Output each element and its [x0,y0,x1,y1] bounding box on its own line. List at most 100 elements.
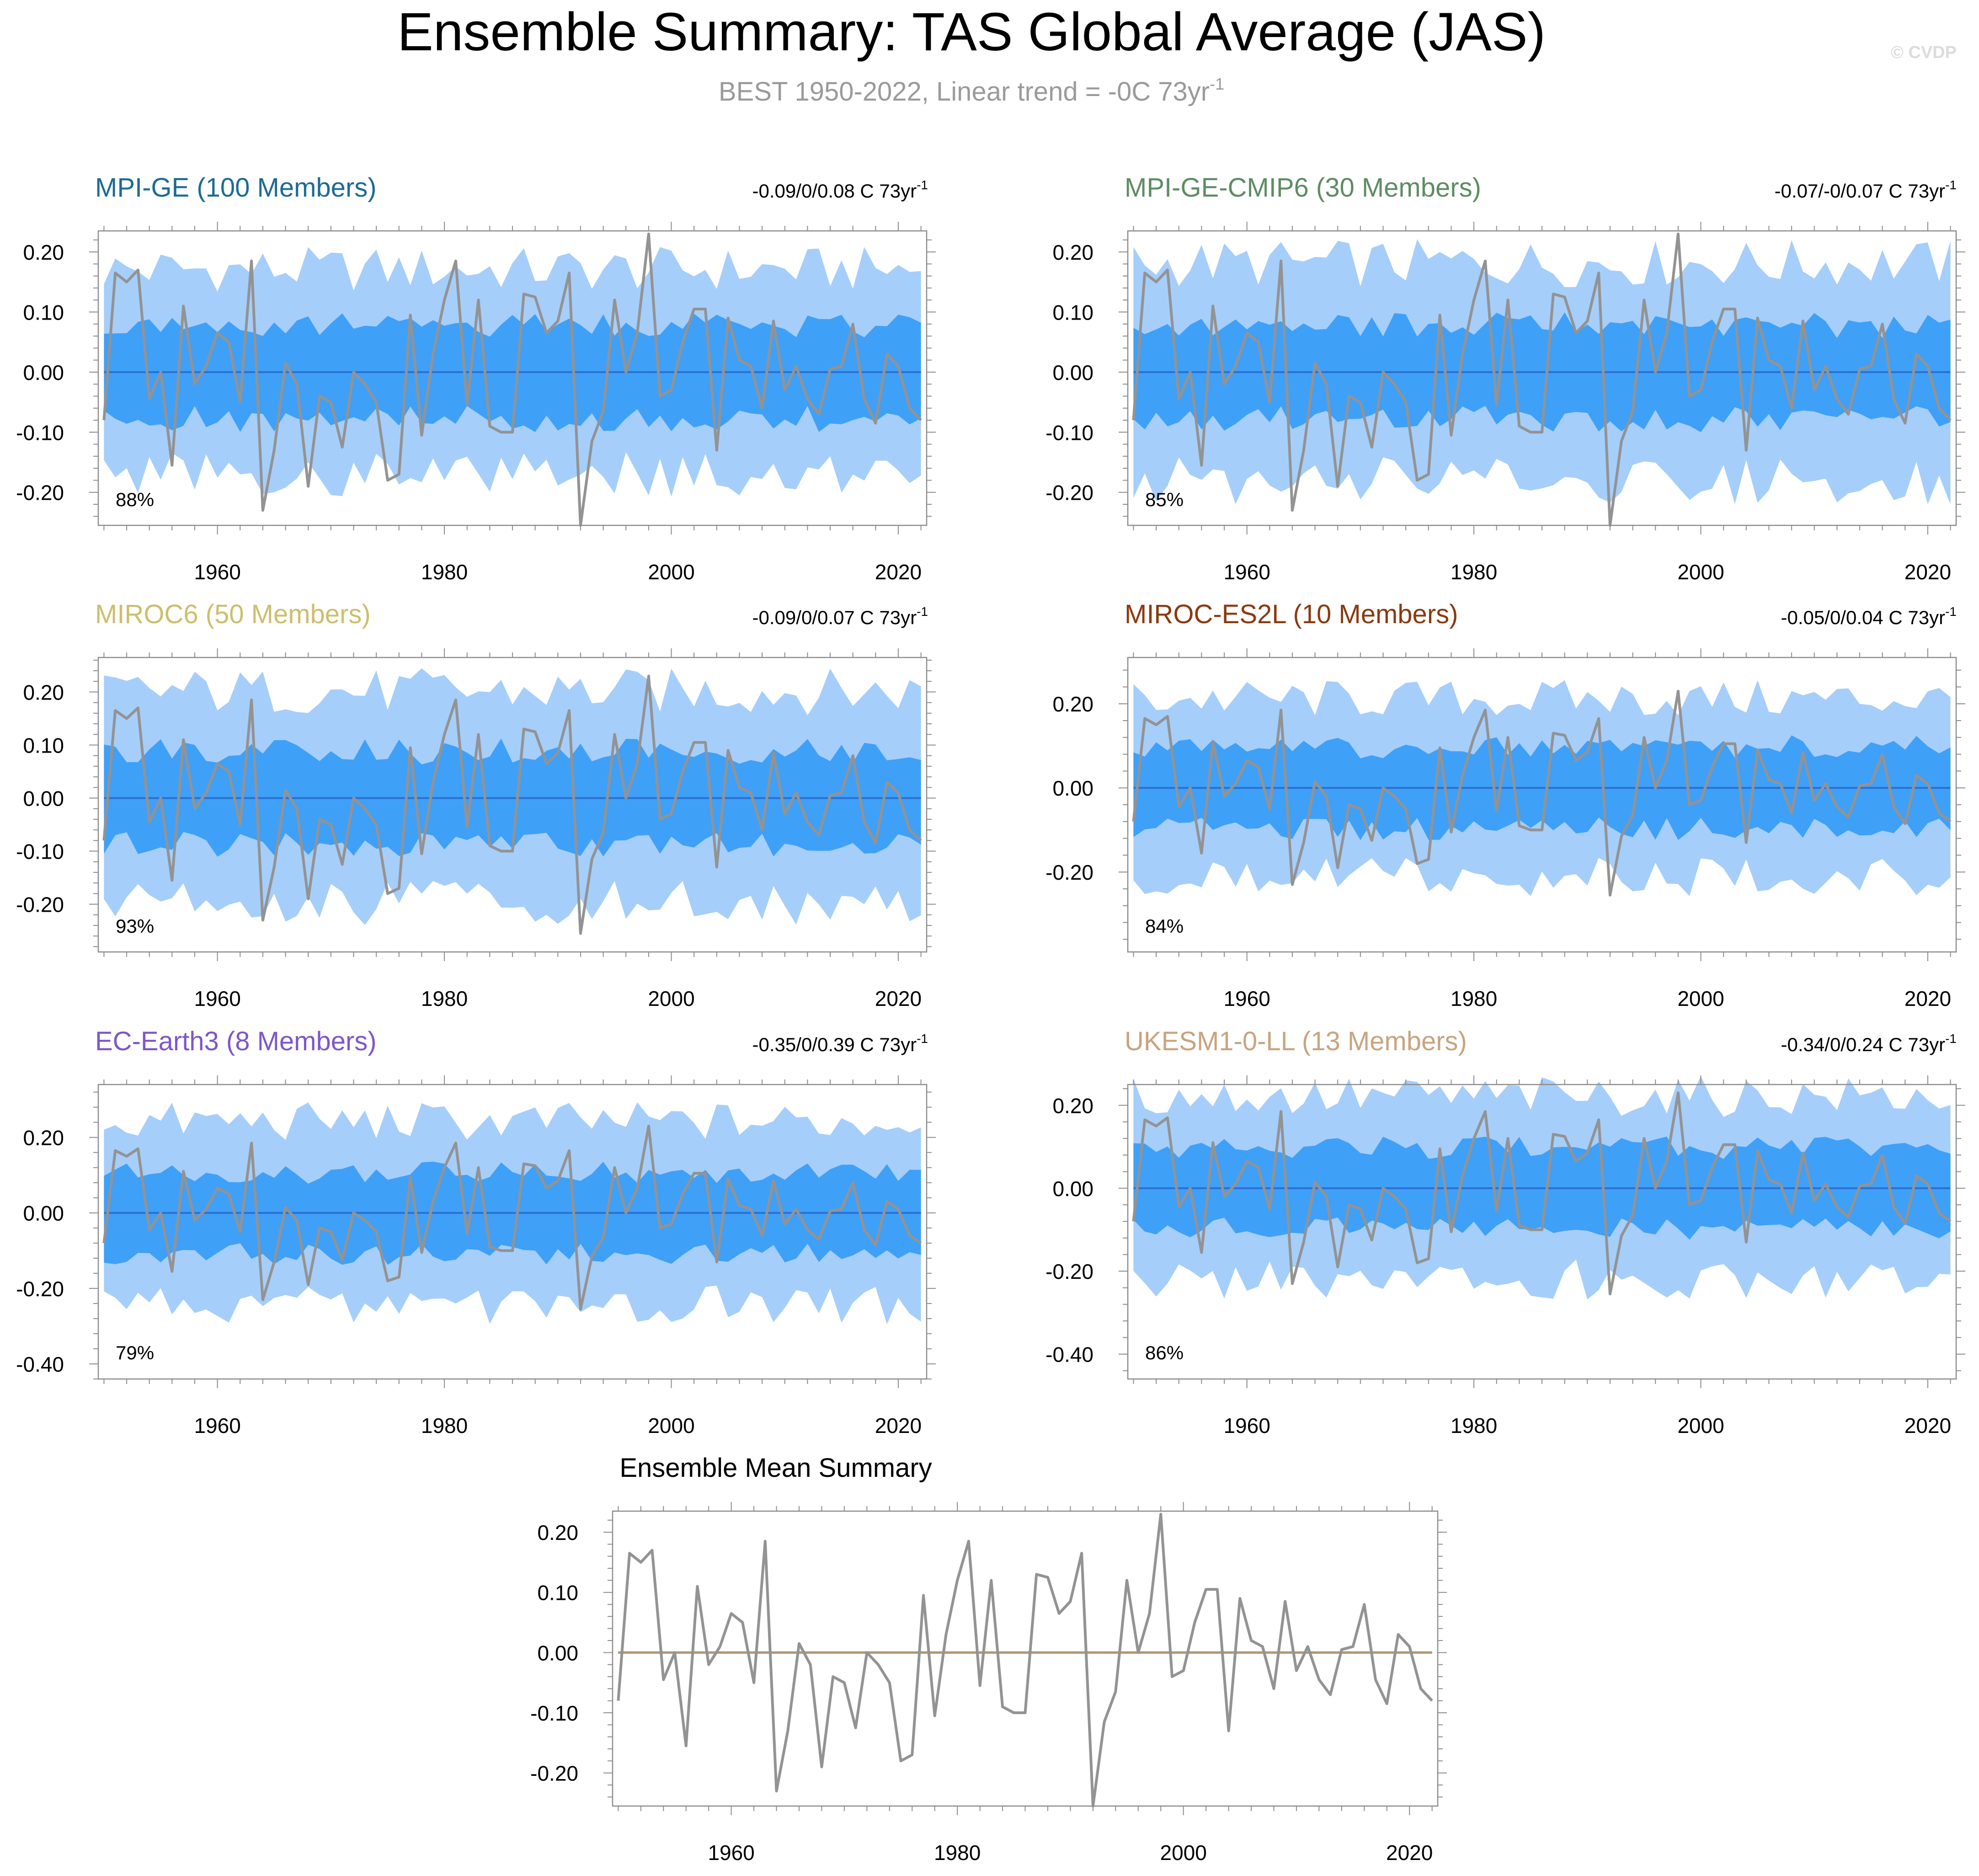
panel-plot-area: 0.20 0.00 -0.20 -0.40 1960 1980 2000 2020 [16,1075,936,1438]
y-tick-label: -0.20 [16,481,64,505]
y-tick-label: 0.10 [537,1581,578,1605]
y-tick-label: -0.20 [1046,861,1094,884]
x-tick-label: 2020 [875,1414,922,1438]
panel-mpi-ge-cmip6: MPI-GE-CMIP6 (30 Members) -0.07/-0/0.07 … [1046,173,1965,584]
x-tick-label: 1960 [194,560,240,584]
y-tick-label: 0.20 [1052,1094,1094,1117]
x-tick-label: 2020 [1904,560,1951,584]
x-tick-label: 2000 [648,560,694,584]
x-tick-label: 2000 [1677,1414,1724,1438]
panel-trend-label: -0.09/0/0.07 C 73yr-1 [752,604,928,628]
panel-miroc6: MIROC6 (50 Members) -0.09/0/0.07 C 73yr-… [16,599,936,1010]
y-tick-label: 0.20 [1052,692,1094,716]
panel-title: MIROC6 (50 Members) [95,599,371,629]
x-tick-label: 2000 [648,1414,694,1438]
y-tick-label: 0.10 [23,300,64,324]
panel-percent-label: 84% [1145,915,1184,937]
y-tick-label: -0.10 [16,840,64,864]
y-tick-label: 0.20 [537,1521,578,1545]
y-tick-label: 0.10 [23,733,64,757]
y-tick-label: 0.00 [23,1202,64,1225]
panel-plot-area: 0.20 0.10 0.00 -0.10 -0.20 1960 1980 2000 2020 [530,1502,1447,1865]
x-tick-label: 2020 [1386,1841,1433,1865]
y-tick-label: -0.20 [16,1277,64,1301]
panel-mpi-ge: MPI-GE (100 Members) -0.09/0/0.08 C 73yr… [16,173,936,584]
x-tick-label: 1960 [1223,987,1270,1010]
y-tick-label: -0.10 [1046,421,1094,444]
panel-plot-area: 0.20 0.00 -0.20 1960 1980 2000 2020 [1046,648,1965,1010]
y-tick-label: -0.20 [1046,1260,1094,1283]
x-tick-label: 1980 [934,1841,981,1865]
panel-trend-label: -0.05/0/0.04 C 73yr-1 [1781,604,1957,628]
observations-line [102,674,922,935]
panel-percent-label: 88% [116,489,154,510]
panel-percent-label: 85% [1145,489,1184,510]
x-tick-label: 2000 [1677,560,1724,584]
observations-line [1132,232,1952,527]
panel-plot-area: 0.20 0.10 0.00 -0.10 -0.20 1960 1980 2000 2020 [16,222,936,584]
panel-trend-superscript: -1 [1945,604,1957,619]
panel-percent-label: 93% [116,915,154,937]
x-tick-label: 2000 [648,987,694,1010]
observations-line [617,1513,1433,1807]
figure-subtitle: BEST 1950-2022, Linear trend = -0C 73yr-… [719,75,1224,107]
y-tick-label: -0.20 [1046,481,1094,505]
panel-plot-area: 0.20 0.00 -0.20 -0.40 1960 1980 2000 2020 [1046,1075,1965,1438]
x-tick-label: 2000 [1677,987,1724,1010]
x-tick-label: 2020 [1904,1414,1951,1438]
observations-line [1132,1091,1952,1296]
panel-trend-superscript: -1 [917,604,928,619]
y-tick-label: -0.20 [530,1762,578,1785]
x-tick-label: 1980 [421,987,468,1010]
y-tick-label: 0.20 [23,680,64,704]
x-tick-label: 1960 [194,987,240,1010]
y-tick-label: -0.40 [1046,1343,1094,1367]
panel-trend-superscript: -1 [1945,178,1957,192]
panel-ukesm1-0-ll: UKESM1-0-LL (13 Members) -0.34/0/0.24 C … [1046,1026,1965,1438]
panel-trend-label: -0.34/0/0.24 C 73yr-1 [1781,1032,1957,1055]
x-tick-label: 1980 [1451,560,1497,584]
y-tick-label: 0.00 [537,1641,578,1665]
panel-plot-area: 0.20 0.10 0.00 -0.10 -0.20 1960 1980 2000 2020 [16,648,936,1010]
plot-frame [612,1510,1439,1807]
y-tick-label: 0.00 [23,786,64,810]
panel-ec-earth3: EC-Earth3 (8 Members) -0.35/0/0.39 C 73y… [16,1026,936,1438]
figure-subtitle-text: BEST 1950-2022, Linear trend = -0C 73yr [719,77,1210,107]
panel-miroc-es2l: MIROC-ES2L (10 Members) -0.05/0/0.04 C 7… [1046,599,1965,1010]
y-tick-label: -0.20 [16,893,64,917]
panel-percent-label: 79% [116,1342,154,1363]
panel-title: MPI-GE (100 Members) [95,173,377,203]
x-tick-label: 1960 [194,1414,240,1438]
y-tick-label: 0.20 [1052,241,1094,264]
panel-title: UKESM1-0-LL (13 Members) [1125,1026,1467,1056]
x-tick-label: 2000 [1160,1841,1206,1865]
x-tick-label: 1960 [1223,1414,1270,1438]
figure-title: Ensemble Summary: TAS Global Average (JA… [397,2,1546,62]
y-tick-label: -0.40 [16,1352,64,1376]
panel-trend-superscript: -1 [917,1032,928,1046]
panel-title: MPI-GE-CMIP6 (30 Members) [1125,173,1481,203]
x-tick-label: 2020 [875,560,922,584]
x-tick-label: 1980 [1451,1414,1497,1438]
panel-trend-label: -0.07/-0/0.07 C 73yr-1 [1775,178,1957,202]
panel-trend-label: -0.09/0/0.08 C 73yr-1 [752,178,928,202]
x-tick-label: 2020 [1904,987,1951,1010]
y-tick-label: 0.10 [1052,300,1094,324]
x-tick-label: 1980 [1451,987,1497,1010]
x-tick-label: 2020 [875,987,922,1010]
observations-line [102,1124,922,1311]
x-tick-label: 1980 [421,1414,468,1438]
y-tick-label: 0.00 [23,361,64,385]
panel-title: EC-Earth3 (8 Members) [95,1026,377,1056]
watermark: © CVDP [1891,43,1957,62]
panel-trend-text: -0.09/0/0.08 C 73yr [752,180,917,202]
y-tick-label: -0.10 [16,421,64,444]
panel-trend-text: -0.07/-0/0.07 C 73yr [1775,180,1946,202]
figure-subtitle-superscript: -1 [1210,75,1224,93]
panel-trend-text: -0.09/0/0.07 C 73yr [752,607,917,628]
x-tick-label: 1960 [1223,560,1270,584]
panel-plot-area: 0.20 0.10 0.00 -0.10 -0.20 1960 1980 2000 2020 [1046,222,1965,584]
y-tick-label: 0.00 [1052,776,1094,800]
panel-trend-text: -0.05/0/0.04 C 73yr [1781,607,1946,628]
